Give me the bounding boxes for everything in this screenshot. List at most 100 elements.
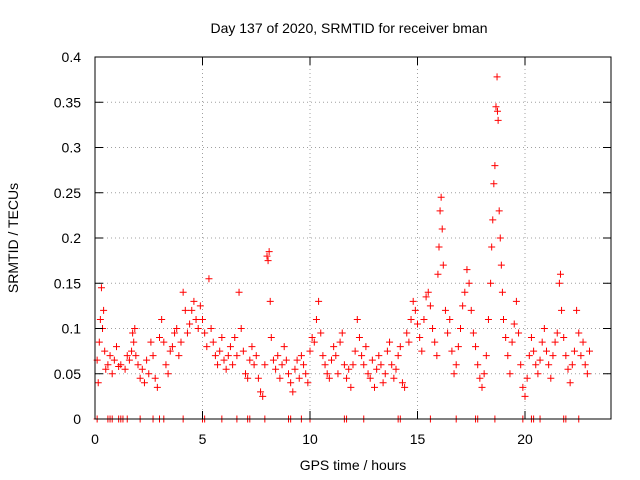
data-point xyxy=(530,347,538,355)
data-point xyxy=(323,370,331,378)
data-point xyxy=(459,302,467,310)
data-point xyxy=(226,343,234,351)
data-point xyxy=(129,329,137,337)
data-point xyxy=(173,325,181,332)
data-point xyxy=(575,329,583,337)
data-point xyxy=(349,361,357,369)
data-point xyxy=(482,352,490,360)
data-point xyxy=(267,334,275,342)
data-point xyxy=(362,343,370,351)
data-point xyxy=(328,356,335,364)
data-point xyxy=(248,343,256,351)
data-point xyxy=(392,365,400,373)
data-point xyxy=(300,361,308,369)
data-point xyxy=(437,193,445,201)
data-point xyxy=(102,365,110,373)
data-point xyxy=(467,306,475,314)
data-point xyxy=(553,329,561,337)
data-point xyxy=(321,361,329,369)
x-tick-label: 20 xyxy=(517,431,533,447)
data-point xyxy=(347,383,355,391)
data-point xyxy=(211,352,219,360)
data-point xyxy=(403,329,411,337)
data-point xyxy=(250,361,258,369)
data-point xyxy=(390,374,398,382)
data-point xyxy=(312,315,320,323)
data-point xyxy=(381,370,389,378)
data-point xyxy=(401,383,409,391)
data-point xyxy=(435,243,443,251)
data-point xyxy=(224,352,232,360)
data-point xyxy=(433,352,441,360)
data-point xyxy=(130,338,138,346)
data-point xyxy=(216,347,224,355)
data-point xyxy=(515,329,523,337)
data-point xyxy=(345,365,353,373)
data-point xyxy=(568,361,576,369)
y-tick-label: 0.15 xyxy=(54,275,81,291)
data-point xyxy=(545,361,553,369)
data-point xyxy=(452,361,460,369)
data-point xyxy=(494,116,502,124)
data-point xyxy=(586,347,593,355)
data-point xyxy=(555,279,563,287)
data-point xyxy=(289,388,297,396)
data-point xyxy=(297,352,305,360)
data-point xyxy=(353,315,361,323)
data-point xyxy=(351,347,359,355)
data-point xyxy=(538,338,546,346)
data-point xyxy=(287,379,295,387)
data-point xyxy=(199,315,206,323)
data-point xyxy=(484,315,492,323)
data-point xyxy=(104,361,112,369)
data-point xyxy=(246,356,254,364)
data-point xyxy=(478,383,486,391)
x-tick-label: 15 xyxy=(410,431,426,447)
data-point xyxy=(465,279,473,287)
data-point xyxy=(407,315,415,323)
data-point xyxy=(209,338,217,346)
data-point xyxy=(489,216,497,224)
data-point xyxy=(171,329,179,337)
data-point xyxy=(371,383,378,391)
data-point xyxy=(186,320,194,328)
data-point xyxy=(360,361,368,369)
data-point xyxy=(257,388,265,396)
data-point xyxy=(566,379,574,387)
data-point xyxy=(244,374,252,382)
data-point xyxy=(488,243,496,251)
data-point xyxy=(523,374,531,382)
data-point xyxy=(229,361,237,369)
data-point xyxy=(336,338,344,346)
data-point xyxy=(113,343,120,351)
data-point xyxy=(498,288,506,296)
data-point xyxy=(463,266,471,274)
y-tick-label: 0.2 xyxy=(62,230,82,246)
data-point xyxy=(308,334,316,342)
data-point xyxy=(534,370,542,378)
data-point xyxy=(583,370,591,378)
data-point xyxy=(181,306,189,314)
data-point xyxy=(469,329,477,337)
data-point xyxy=(493,107,501,115)
data-point xyxy=(564,365,572,373)
data-point xyxy=(570,347,578,355)
data-point xyxy=(259,392,267,400)
x-tick-label: 5 xyxy=(199,431,207,447)
data-point xyxy=(579,338,587,346)
data-point xyxy=(366,374,374,382)
data-point xyxy=(436,207,444,215)
x-tick-label: 0 xyxy=(91,431,99,447)
data-point xyxy=(495,207,503,215)
x-tick-label: 10 xyxy=(302,431,318,447)
data-point xyxy=(497,261,505,269)
data-point xyxy=(422,293,430,301)
data-point xyxy=(315,297,323,305)
data-point xyxy=(291,365,299,373)
y-tick-label: 0.3 xyxy=(62,140,82,156)
data-point xyxy=(108,370,116,378)
axis-ticks: 0 0.05 0.1 0.15 0.2 0.25 0.3 0.35 0.4 0 5 10 15 20 xyxy=(54,49,611,447)
data-point xyxy=(577,352,585,360)
data-point xyxy=(426,302,434,310)
